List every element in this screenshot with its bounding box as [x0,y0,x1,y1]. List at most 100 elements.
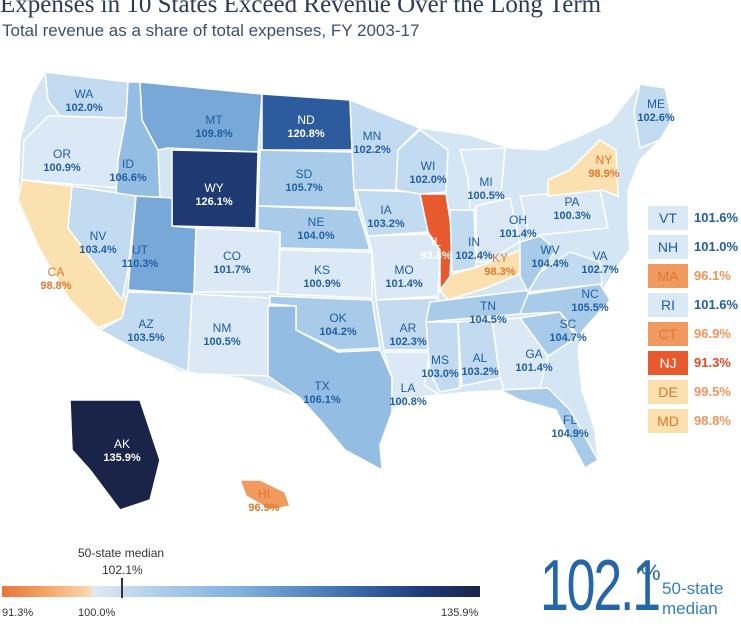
state-value-mi: 100.5% [467,190,505,202]
side-key-row-ct: CT 96.9% [648,322,736,346]
state-value-tx: 106.1% [303,394,341,406]
state-label-ne: NE [308,215,325,229]
state-labels: WA102.0%OR100.9%CA98.8%ID106.6%NV103.4%M… [40,87,674,514]
state-value-ia: 103.2% [367,218,405,230]
state-value-ny: 98.9% [588,168,619,180]
state-value-ms: 103.0% [421,368,459,380]
state-label-co: CO [223,249,241,263]
map-title: Expenses in 10 States Exceed Revenue Ove… [0,0,602,18]
state-label-ar: AR [400,321,417,335]
state-label-wi: WI [421,159,436,173]
state-shape-ne [257,205,372,251]
state-label-tn: TN [480,299,496,313]
state-value-wv: 104.4% [531,258,569,270]
state-shape-or [21,115,127,189]
color-scale-bar [2,586,480,597]
state-label-mt: MT [205,113,223,127]
headline-median-number: 102.1 [540,546,661,626]
state-label-az: AZ [138,317,153,331]
state-shape-ak [69,399,161,511]
state-value-nm: 100.5% [203,336,241,348]
state-label-ca: CA [48,265,65,279]
side-key-row-ma: MA 96.1% [648,264,736,288]
state-value-in: 102.4% [455,250,493,262]
state-label-id: ID [122,157,134,171]
state-value-ks: 100.9% [303,278,341,290]
state-shape-wv [519,235,558,294]
state-value-az: 103.5% [127,332,165,344]
side-key-value: 91.3% [694,355,731,370]
state-value-al: 103.2% [461,366,499,378]
state-shape-hi [238,479,291,511]
state-value-ok: 104.2% [319,326,357,338]
state-value-id: 106.6% [109,172,147,184]
state-shape-wi [395,129,449,195]
side-key-value: 96.9% [694,326,731,341]
state-value-tn: 104.5% [469,314,507,326]
side-key-row-md: MD 98.8% [648,409,736,433]
state-shape-fl [499,387,600,470]
side-key-row-nj: NJ 91.3% [648,351,736,375]
state-label-nv: NV [90,229,107,243]
state-value-il: 93.8% [420,250,451,262]
state-label-ok: OK [329,311,346,325]
side-key-value: 96.1% [694,268,731,283]
state-value-ca: 98.8% [40,280,71,292]
state-value-nd: 120.8% [287,128,325,140]
side-key-value: 101.6% [694,210,739,225]
state-shape-nm [187,293,271,377]
state-label-wa: WA [75,87,94,101]
scale-max-label: 135.9% [441,607,479,619]
state-value-ar: 102.3% [389,336,427,348]
state-label-sd: SD [296,167,313,181]
headline-caption-line1: 50-state [662,579,724,598]
state-shape-me [633,83,673,150]
state-label-il: IL [431,235,441,249]
state-label-or: OR [53,147,71,161]
state-label-me: ME [647,97,665,111]
state-value-la: 100.8% [389,396,427,408]
side-key-row-vt: VT 101.6% [648,206,739,230]
state-value-co: 101.7% [213,264,251,276]
state-value-me: 102.6% [637,112,675,124]
state-value-wi: 102.0% [409,174,447,186]
scale-min-label: 91.3% [2,607,34,619]
state-value-ne: 104.0% [297,230,335,242]
state-shape-nv [67,185,137,302]
state-shape-nc [518,283,611,338]
state-value-hi: 96.9% [248,502,279,514]
state-label-va: VA [592,249,607,263]
state-label-fl: FL [563,413,577,427]
side-key-abbr: NJ [648,351,688,375]
scale-mid-label: 100.0% [78,607,116,619]
side-key-abbr: MD [648,409,688,433]
headline-caption: 50-state median [662,579,723,619]
state-value-or: 100.9% [43,162,81,174]
state-shape-ok [269,295,381,351]
side-key-row-ri: RI 101.6% [648,293,738,317]
median-value: 102.1% [102,563,143,577]
state-label-tx: TX [314,379,329,393]
headline-percent-sign: % [641,560,661,585]
state-shape-oh [475,197,521,263]
state-label-ut: UT [132,243,149,257]
state-shapes [17,71,673,511]
state-label-wv: WV [540,243,559,257]
median-label: 50-state median [78,546,165,560]
state-value-va: 102.7% [581,264,619,276]
state-label-pa: PA [564,195,579,209]
side-key-abbr: NH [648,235,688,259]
state-label-hi: HI [258,487,270,501]
state-value-ga: 101.4% [515,362,553,374]
side-key-abbr: DE [648,380,688,404]
state-label-ga: GA [525,347,542,361]
state-value-wy: 126.1% [195,196,233,208]
state-shape-tx [267,305,393,472]
state-value-sd: 105.7% [285,182,323,194]
state-label-ms: MS [431,353,449,367]
side-key-abbr: VT [648,206,688,230]
state-shape-mt [139,81,263,153]
state-value-mn: 102.2% [353,144,391,156]
state-label-mo: MO [394,263,413,277]
side-key-value: 99.5% [694,384,731,399]
